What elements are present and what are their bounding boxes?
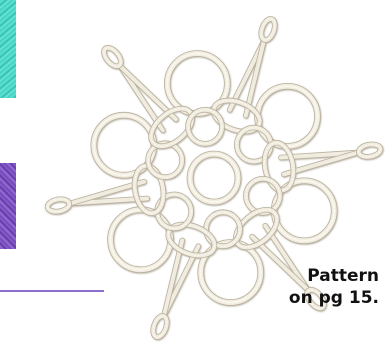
snowflake-inner-ring [213,99,261,133]
purple-thread-swatch-image [0,163,16,249]
snowflake-tip-picot [101,45,123,69]
pattern-caption: Pattern on pg 15. [289,265,379,309]
snowflake-inner-ring [235,209,278,248]
snowflake-center-ring [186,150,242,206]
snowflake-inner-ring [150,108,193,147]
snowflake-inner-petal [156,193,192,229]
accent-divider [0,290,104,292]
snowflake-inner-rings [131,97,297,259]
snowflake-tip-picot [103,47,122,67]
snowflake-inner-petal [245,178,281,214]
teal-thread-swatch-image [0,0,16,98]
snowflake-inner-ring [264,142,294,191]
snowflake-inner-petal [205,211,241,247]
snowflake-tip-picot [47,198,70,213]
caption-line-2: on pg 15. [288,288,379,308]
snowflake-tip-picot [358,143,381,158]
snowflake-arm-strand [243,38,266,118]
snowflake-center [189,153,239,203]
snowflake-picots [44,16,384,340]
snowflake-inner-ring [134,165,164,214]
snowflake-inner-petal [187,109,223,145]
snowflake-outer-ring [273,179,336,242]
snowflake-tip-picot [306,289,325,309]
snowflake-tip-picot [260,18,276,41]
caption-line-1: Pattern [307,266,379,286]
snowflake-arm-strand [162,238,185,318]
snowflake-tip-picot [152,315,168,338]
snowflake-inner-ring [167,223,215,257]
